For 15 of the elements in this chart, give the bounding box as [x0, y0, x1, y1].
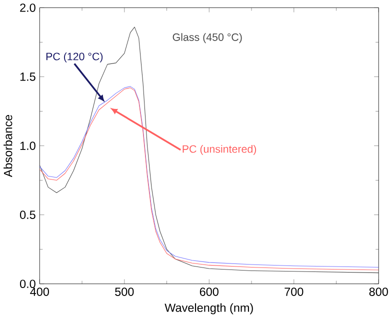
x-tick-label: 600: [200, 288, 218, 296]
y-axis-title: Absorbance: [4, 115, 12, 178]
y-tick-label: 0.5: [20, 210, 36, 220]
text: PC (120 °C): [46, 52, 103, 62]
y-tick-label: 0.0: [20, 280, 36, 288]
x-tick-label: 800: [369, 288, 388, 296]
text: PC (unsintered): [182, 145, 256, 155]
y-tick-label: 1.0: [20, 142, 36, 150]
y-tick-label: 1.5: [20, 72, 36, 81]
text: Glass (450 °C): [172, 33, 242, 44]
x-tick-label: 500: [115, 288, 134, 296]
y-tick-label: 2.0: [20, 4, 36, 12]
x-axis-title: Wavelength (nm): [164, 303, 253, 314]
x-tick-label: 400: [30, 288, 49, 296]
x-tick-label: 700: [284, 288, 304, 296]
